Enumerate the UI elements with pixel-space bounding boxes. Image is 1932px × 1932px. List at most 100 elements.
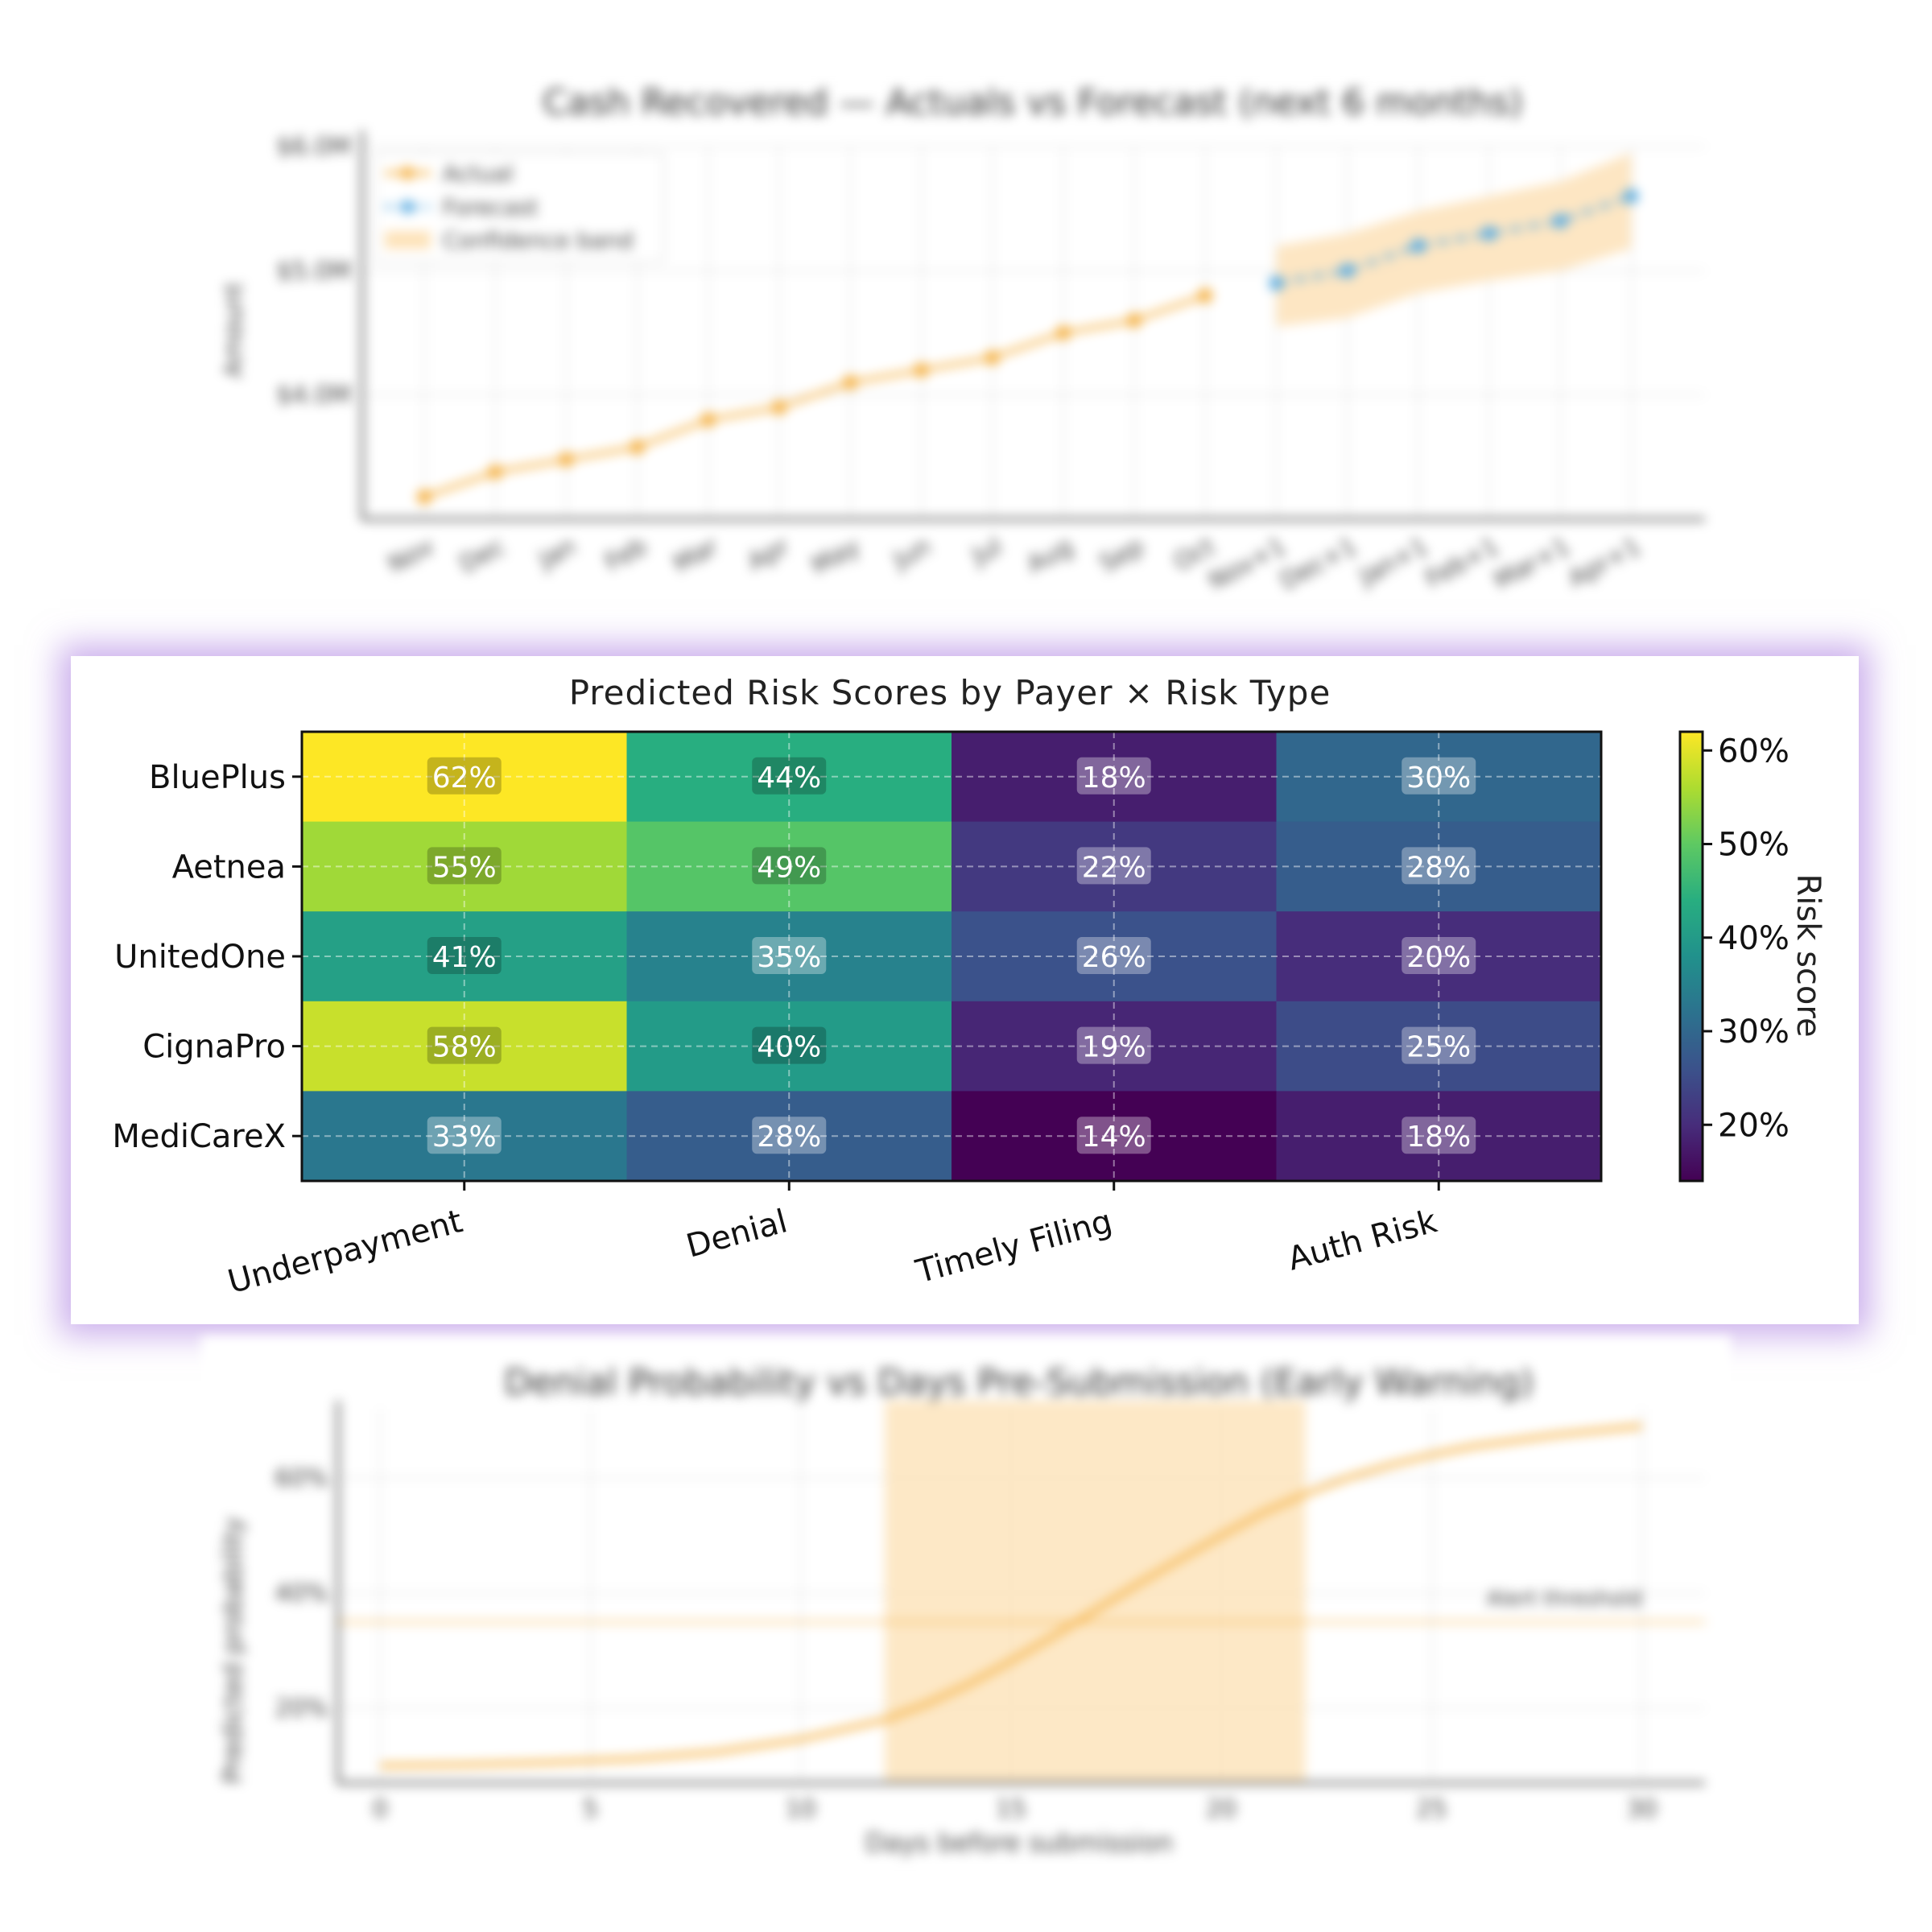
cash-x-tick: Mar+1 <box>1489 532 1574 595</box>
denial-x-tick: 30 <box>1627 1795 1657 1823</box>
heatmap-value-label: 62% <box>432 762 497 795</box>
colorbar-label: Risk score <box>1790 873 1827 1037</box>
heatmap-value-label: 55% <box>432 851 497 884</box>
heatmap-value-label: 41% <box>432 941 497 974</box>
heatmap-cell <box>302 1001 627 1092</box>
cash-y-tick: $4.0M <box>276 382 351 410</box>
forecast-point <box>1624 188 1639 204</box>
cash-y-tick: $6.0M <box>276 133 351 161</box>
actual-point <box>772 400 786 415</box>
heatmap-row-label: UnitedOne <box>114 939 286 976</box>
actual-point <box>914 362 929 378</box>
cash-x-tick: Aug <box>1022 532 1077 579</box>
cash-x-tick: Feb+1 <box>1421 532 1503 594</box>
forecast-point <box>1410 238 1426 254</box>
heatmap-cell <box>302 821 627 912</box>
heatmap-value-label: 19% <box>1082 1031 1146 1064</box>
legend-band-swatch <box>385 231 431 249</box>
actual-point <box>985 350 1000 365</box>
heatmap-cell <box>1276 732 1602 823</box>
denial-x-axis-label: Days before submission <box>865 1827 1174 1858</box>
forecast-line <box>1275 194 1633 286</box>
cash-x-tick: Dec+1 <box>1276 532 1362 596</box>
actual-point <box>559 452 574 467</box>
denial-x-tick: 20 <box>1206 1795 1236 1823</box>
heatmap-value-bg <box>1402 1026 1476 1064</box>
actual-point <box>700 412 716 427</box>
heatmap-value-bg <box>1076 1026 1151 1064</box>
heatmap-column-label: Auth Risk <box>1284 1203 1442 1278</box>
heatmap-value-bg <box>752 847 827 885</box>
cash-x-tick: Apr+1 <box>1564 532 1645 593</box>
heatmap-cell <box>1276 911 1602 1002</box>
heatmap-value-label: 28% <box>757 1121 821 1154</box>
cash-x-tick: Jan+1 <box>1353 532 1432 592</box>
actual-point <box>1198 288 1213 303</box>
denial-x-tick: 0 <box>373 1795 388 1823</box>
heatmap-value-bg <box>427 757 502 795</box>
heatmap-value-label: 49% <box>757 851 821 884</box>
heatmap-cell <box>1276 1001 1602 1092</box>
heatmap-value-bg <box>752 937 827 974</box>
heatmap-value-bg <box>427 937 502 974</box>
heatmap-value-label: 25% <box>1406 1031 1471 1064</box>
heatmap-value-label: 28% <box>1406 851 1471 884</box>
heatmap-value-label: 18% <box>1406 1121 1471 1154</box>
heatmap-cell <box>952 821 1277 912</box>
heatmap-cell <box>302 911 627 1002</box>
cash-recovered-svg: Cash Recovered — Actuals vs Forecast (ne… <box>220 82 1705 596</box>
heatmap-value-bg <box>427 1117 502 1154</box>
legend-forecast-label: Forecast <box>443 194 539 221</box>
heatmap-value-label: 20% <box>1406 941 1471 974</box>
heatmap-value-bg <box>1076 1117 1151 1154</box>
heatmap-cell <box>1276 821 1602 912</box>
heatmap-cell <box>626 1091 952 1182</box>
heatmap-value-bg <box>1402 1117 1476 1154</box>
cash-x-tick: Mar <box>669 532 723 579</box>
heatmap-value-bg <box>752 757 827 795</box>
early-warning-region <box>885 1401 1306 1783</box>
heatmap-value-bg <box>1402 937 1476 974</box>
confidence-band <box>1276 152 1632 327</box>
heatmap-cell <box>626 911 952 1002</box>
heatmap-frame <box>300 730 1603 1183</box>
denial-x-tick: 5 <box>583 1795 598 1823</box>
heatmap-column-label: Denial <box>683 1203 791 1265</box>
heatmap-column-label: Timely Filing <box>911 1203 1116 1290</box>
denial-x-tick: 15 <box>996 1795 1026 1823</box>
denial-y-tick: 60% <box>275 1464 328 1492</box>
cash-recovered-chart: Cash Recovered — Actuals vs Forecast (ne… <box>201 72 1731 628</box>
heatmap-value-label: 30% <box>1406 762 1471 795</box>
denial-probability-chart: Denial Probability vs Days Pre-Submissio… <box>201 1336 1731 1884</box>
cash-x-tick: Nov+1 <box>1204 532 1290 596</box>
cash-x-tick: Sep <box>1095 532 1148 578</box>
forecast-point <box>1340 263 1355 279</box>
heatmap-value-bg <box>1076 847 1151 885</box>
cash-x-tick: Jan <box>533 532 580 576</box>
actual-line <box>423 293 1207 499</box>
legend-actual-marker <box>401 167 414 180</box>
cash-x-tick: Dec <box>455 532 510 579</box>
heatmap-cell <box>952 911 1277 1002</box>
colorbar <box>1678 730 1704 1183</box>
heatmap-cell <box>952 1091 1277 1182</box>
heatmap-value-label: 40% <box>757 1031 821 1064</box>
colorbar-tick-label: 60% <box>1718 733 1790 770</box>
denial-probability-svg: Denial Probability vs Days Pre-Submissio… <box>217 1362 1705 1858</box>
heatmap-value-label: 44% <box>757 762 821 795</box>
cash-legend-box <box>374 152 665 262</box>
risk-heatmap-svg: Predicted Risk Scores by Payer × Risk Ty… <box>112 673 1827 1301</box>
denial-x-tick: 25 <box>1416 1795 1447 1823</box>
heatmap-cell <box>626 821 952 912</box>
actual-point <box>1127 313 1141 328</box>
heatmap-cell <box>626 1001 952 1092</box>
heatmap-cell <box>302 1091 627 1182</box>
heatmap-value-bg <box>752 1117 827 1154</box>
actual-point <box>488 464 503 480</box>
denial-y-tick: 20% <box>275 1695 328 1723</box>
heatmap-value-label: 22% <box>1082 851 1146 884</box>
actual-point <box>843 375 858 390</box>
denial-x-tick: 10 <box>786 1795 816 1823</box>
heatmap-row-label: CignaPro <box>142 1029 286 1066</box>
heatmap-cell <box>952 1001 1277 1092</box>
